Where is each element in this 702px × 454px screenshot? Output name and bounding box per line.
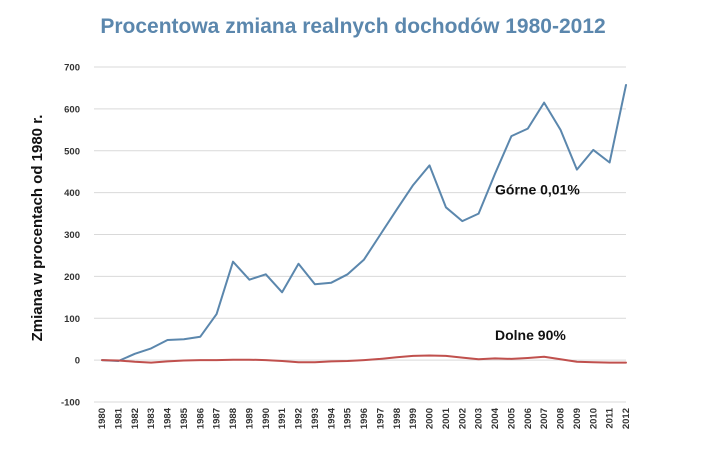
x-tick-label: 2012: [621, 408, 632, 429]
x-tick-label: 1997: [375, 408, 386, 429]
y-tick-label: 400: [64, 188, 80, 199]
x-tick-label: 1994: [326, 407, 337, 429]
y-tick-label: 0: [75, 356, 80, 367]
y-tick-label: 600: [64, 104, 80, 115]
x-tick-label: 2006: [523, 408, 534, 429]
x-tick-label: 1991: [277, 407, 288, 429]
y-tick-label: 100: [64, 314, 80, 325]
y-tick-label: -100: [61, 398, 80, 409]
series-annotations: Górne 0,01% Dolne 90%: [495, 182, 580, 343]
y-tick-label: 300: [64, 230, 80, 241]
x-tick-label: 2000: [425, 408, 436, 429]
y-tick-label: 500: [64, 146, 80, 157]
x-tick-label: 2002: [457, 408, 468, 429]
x-tick-label: 1987: [212, 408, 223, 429]
x-tick-label: 2003: [474, 408, 485, 429]
x-tick-label: 1982: [130, 408, 141, 429]
x-tick-label: 1980: [97, 408, 108, 429]
x-tick-label: 2010: [588, 408, 599, 429]
x-tick-label: 2004: [490, 407, 501, 429]
x-tick-label: 1998: [392, 408, 403, 429]
x-tick-label: 1985: [179, 407, 190, 429]
x-tick-label: 1986: [195, 408, 206, 429]
x-tick-label: 1989: [244, 408, 255, 429]
x-tick-label: 2009: [572, 408, 583, 429]
x-tick-label: 1999: [408, 408, 419, 429]
x-tick-label: 1983: [146, 408, 157, 429]
x-tick-label: 1995: [343, 407, 354, 429]
y-tick-label: 700: [64, 63, 80, 74]
x-tick-label: 1984: [163, 407, 174, 429]
x-tick-label: 1981: [113, 407, 124, 429]
series-lines: [101, 84, 627, 364]
chart-title: Procentowa zmiana realnych dochodów 1980…: [100, 15, 605, 38]
y-axis-label: Zmiana w procentach od 1980 r.: [29, 115, 46, 342]
x-tick-label: 2005: [506, 407, 517, 429]
x-tick-label: 1992: [294, 408, 305, 429]
series-line-1: [101, 354, 627, 364]
y-tick-label: 200: [64, 272, 80, 283]
series-annotation-0: Górne 0,01%: [495, 182, 580, 198]
x-tick-label: 1996: [359, 408, 370, 429]
gridlines: [94, 66, 626, 403]
x-tick-label: 2011: [605, 407, 616, 428]
x-tick-labels: 1980 1981 1982 1983 1984 1985 1986 1987 1988 1989…: [97, 407, 632, 429]
x-tick-label: 1990: [261, 408, 272, 429]
x-tick-label: 2007: [539, 408, 550, 429]
x-tick-label: 1993: [310, 408, 321, 429]
x-tick-label: 2001: [441, 407, 452, 429]
series-line-0: [101, 84, 627, 362]
x-tick-label: 1988: [228, 408, 239, 429]
x-tick-label: 2008: [556, 408, 567, 429]
y-tick-labels: -100 0 100 200 300 400 500 600 700: [61, 63, 80, 409]
series-annotation-1: Dolne 90%: [495, 327, 566, 343]
